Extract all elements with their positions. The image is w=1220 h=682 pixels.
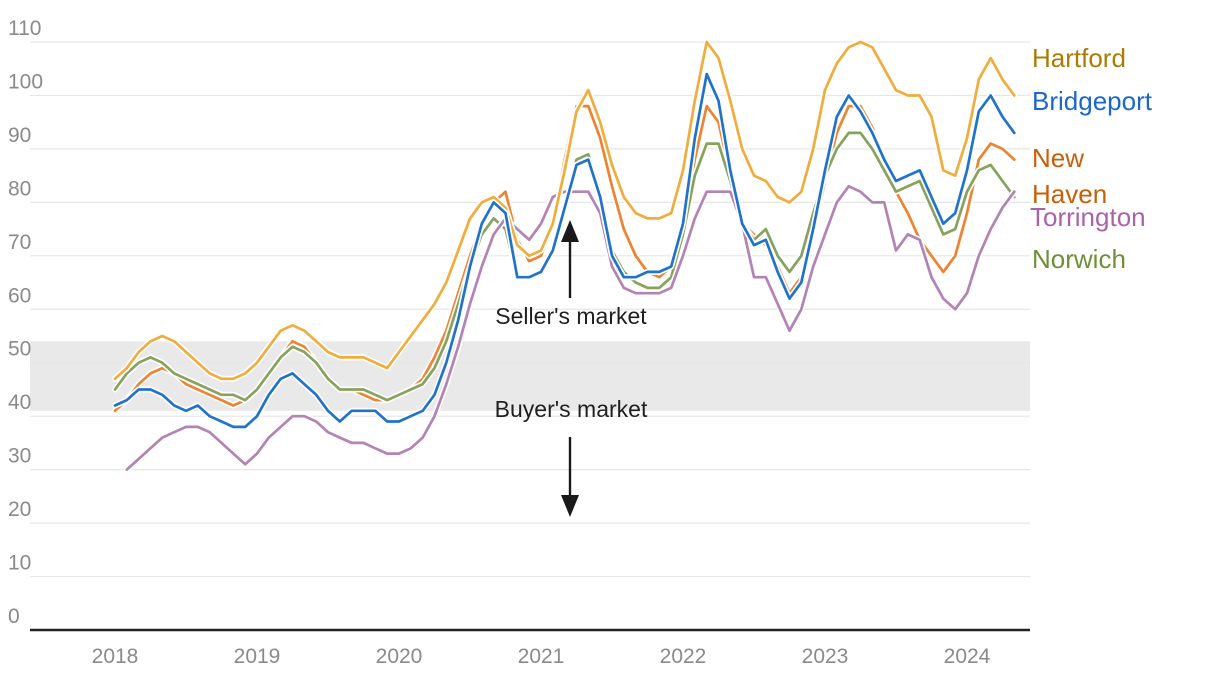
x-tick-label: 2021 bbox=[518, 645, 565, 668]
x-tick-label: 2020 bbox=[376, 645, 423, 668]
y-tick-label: 20 bbox=[8, 498, 31, 521]
series-label-norwich: Norwich bbox=[1032, 244, 1126, 274]
y-tick-label: 110 bbox=[8, 17, 41, 40]
x-tick-label: 2024 bbox=[944, 645, 991, 668]
series-label-hartford: Hartford bbox=[1032, 43, 1126, 73]
y-tick-label: 40 bbox=[8, 391, 31, 414]
x-tick-label: 2018 bbox=[92, 645, 139, 668]
series-line-hartford bbox=[113, 40, 1016, 381]
y-tick-label: 100 bbox=[8, 70, 43, 93]
y-tick-label: 30 bbox=[8, 445, 31, 468]
x-tick-label: 2023 bbox=[802, 645, 849, 668]
y-tick-label: 70 bbox=[8, 231, 31, 254]
buyers-market-annotation: Buyer's market bbox=[494, 396, 648, 422]
y-tick-label: 50 bbox=[8, 338, 31, 361]
x-tick-label: 2022 bbox=[660, 645, 707, 668]
y-tick-label: 80 bbox=[8, 177, 31, 200]
series-label-new-haven: New Haven bbox=[1032, 143, 1108, 209]
y-tick-label: 60 bbox=[8, 284, 31, 307]
y-tick-label: 0 bbox=[8, 605, 20, 628]
neutral-band bbox=[30, 341, 1030, 411]
x-tick-label: 2019 bbox=[234, 645, 281, 668]
y-tick-label: 90 bbox=[8, 124, 31, 147]
series-label-bridgeport: Bridgeport bbox=[1032, 86, 1152, 116]
y-tick-label: 10 bbox=[8, 552, 31, 575]
sellers-market-annotation: Seller's market bbox=[495, 303, 647, 329]
series-label-torrington: Torrington bbox=[1030, 202, 1146, 232]
series-line-bridgeport bbox=[113, 72, 1016, 429]
